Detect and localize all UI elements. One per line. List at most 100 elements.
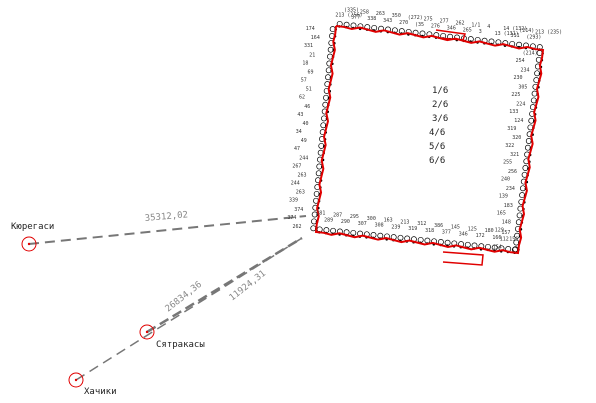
point-number-label: 157 xyxy=(501,230,510,236)
point-number-label: 346 xyxy=(447,26,456,32)
sheet-number: 6/6 xyxy=(429,156,445,166)
point-number-label: 69 xyxy=(308,70,314,76)
point-number-label: 281 xyxy=(316,211,325,217)
point-number-label: 265 xyxy=(463,27,472,33)
point-number-label: 180 xyxy=(485,228,494,234)
point-number-label: 239 xyxy=(391,224,400,230)
point-number-label: 275 xyxy=(424,17,433,23)
point-number-label: 240 xyxy=(501,177,510,183)
landmark-center-khachiki xyxy=(74,378,78,382)
point-number-label: 129 xyxy=(495,227,504,233)
landmark-marker-syatrakasy[interactable] xyxy=(139,324,155,340)
point-number-label: 139 xyxy=(499,194,508,200)
point-number-label: 163 xyxy=(384,218,393,224)
point-number-label: 3 xyxy=(479,29,482,35)
tie-line xyxy=(146,236,303,334)
tie-lines xyxy=(28,215,307,381)
point-number-label: 350 xyxy=(392,13,401,19)
point-number-label: 254 xyxy=(516,58,525,64)
point-number-label: 262 xyxy=(293,224,302,230)
point-number-label: 258 xyxy=(360,9,369,15)
point-number-label: 377 xyxy=(351,14,360,20)
distance-label: 26834,36 xyxy=(164,280,204,315)
point-number-label: 305 xyxy=(518,84,527,90)
point-number-label: 145 xyxy=(451,225,460,231)
sheet-number: 2/6 xyxy=(432,100,448,110)
point-number-label: 374 xyxy=(287,215,296,221)
point-number-label: 312 xyxy=(417,221,426,227)
point-number-label: 322 xyxy=(505,143,514,149)
point-number-label: 183 xyxy=(504,203,513,209)
parcel-boundary xyxy=(314,25,545,266)
point-labels: 213 (256)(335)377258338263343350270(272)… xyxy=(287,8,562,251)
point-number-label: 14 (132) xyxy=(503,26,527,32)
point-number-label: 1/1 xyxy=(471,22,480,28)
point-number-label: 18 xyxy=(302,60,308,66)
point-number-label: 21 xyxy=(309,52,315,58)
landmark-label: Кюрегаси xyxy=(11,222,54,232)
point-number-label: 263 xyxy=(298,173,307,179)
point-number-label: 62 xyxy=(299,95,305,101)
point-number-label: 166 xyxy=(492,235,501,241)
boundary-notch xyxy=(442,251,484,266)
point-number-label: 307 xyxy=(358,221,367,227)
point-number-label: (35 xyxy=(415,22,424,28)
point-number-label: 112 xyxy=(500,237,509,243)
point-number-label: 213 xyxy=(400,219,409,225)
point-number-label: 46 xyxy=(304,104,310,110)
point-number-label: 125 xyxy=(468,226,477,232)
sheet-number: 1/6 xyxy=(432,86,448,96)
distance-label: 11924,31 xyxy=(228,269,268,304)
sheet-number: 3/6 xyxy=(432,114,448,124)
point-number-label: 320 xyxy=(512,135,521,141)
point-number-label: 244 xyxy=(291,181,300,187)
point-number-label: 377 xyxy=(442,230,451,236)
point-number-label: 256 xyxy=(508,169,517,175)
point-number-label: 270 xyxy=(399,20,408,26)
landmark-marker-kyuregasi[interactable] xyxy=(21,236,37,252)
tie-line xyxy=(75,237,303,381)
point-number-label: 40 xyxy=(303,121,309,127)
point-number-label: 276 xyxy=(431,24,440,30)
landmark-marker-khachiki[interactable] xyxy=(68,372,84,388)
point-number-label: 124 xyxy=(514,118,523,124)
point-number-label: 321 xyxy=(510,152,519,158)
sheet-number: 4/6 xyxy=(429,128,445,138)
point-number-label: 295 xyxy=(350,214,359,220)
point-number-label: 47 xyxy=(294,146,300,152)
point-number-label: (335) xyxy=(344,8,359,14)
tie-line xyxy=(28,215,307,245)
point-number-label: (214) xyxy=(519,28,534,34)
point-number-label: 174 xyxy=(306,26,315,32)
point-number-label: 57 xyxy=(301,78,307,84)
point-number-label: 331 xyxy=(304,43,313,49)
landmark-label: Хачики xyxy=(84,387,117,397)
point-number-label: 49 xyxy=(301,138,307,144)
point-number-label: 319 xyxy=(507,126,516,132)
sheet-number: 5/6 xyxy=(429,142,445,152)
point-number-label: 156 xyxy=(509,237,518,243)
point-number-label: 172 xyxy=(476,233,485,239)
point-number-label: 263 xyxy=(376,11,385,17)
point-number-label: 262 xyxy=(456,20,465,26)
boundary-notch xyxy=(435,29,466,41)
point-number-label: 290 xyxy=(341,219,350,225)
point-number-label: 213 (256) xyxy=(335,13,362,19)
point-number-label: 287 xyxy=(333,212,342,218)
point-number-label: 164 xyxy=(311,35,320,41)
point-number-label: 154 xyxy=(493,244,502,250)
point-number-label: 133 xyxy=(509,109,518,115)
distance-label: 35312,02 xyxy=(144,210,188,224)
point-number-label: (214) xyxy=(523,51,538,57)
point-number-label: 346 xyxy=(459,231,468,237)
point-number-label: 339 xyxy=(289,198,298,204)
point-number-label: 244 xyxy=(299,155,308,161)
point-number-label: 308 xyxy=(375,223,384,229)
point-number-label: 300 xyxy=(367,216,376,222)
point-number-label: 311 xyxy=(511,33,520,39)
landmark-center-syatrakasy xyxy=(145,330,149,334)
point-number-label: 277 xyxy=(440,19,449,25)
point-number-label: 148 xyxy=(502,220,511,226)
